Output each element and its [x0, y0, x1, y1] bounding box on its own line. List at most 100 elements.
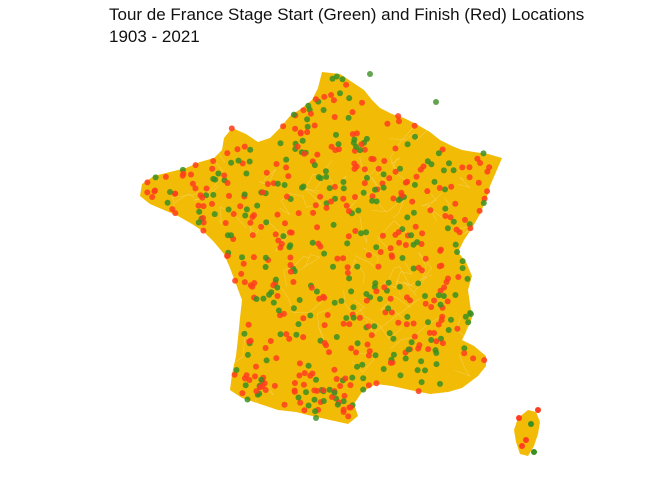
stage-finish-point — [439, 313, 446, 320]
department-border — [171, 247, 201, 260]
stage-start-point — [228, 232, 234, 239]
stage-start-point — [386, 330, 393, 337]
stage-finish-point — [312, 202, 319, 209]
stage-finish-point — [403, 321, 410, 328]
stage-start-point — [373, 244, 380, 251]
stage-start-point — [244, 351, 251, 358]
stage-start-point — [531, 449, 537, 455]
department-border — [200, 81, 231, 123]
stage-start-point — [405, 346, 412, 353]
stage-start-point — [335, 141, 342, 148]
stage-start-point — [404, 141, 411, 148]
stage-finish-point — [484, 168, 491, 175]
stage-start-point — [402, 355, 409, 362]
stage-start-point — [322, 168, 329, 175]
stage-finish-point — [297, 399, 304, 406]
department-border — [403, 276, 428, 296]
stage-finish-point — [428, 304, 435, 310]
stage-finish-point — [221, 172, 228, 179]
stage-finish-point — [462, 216, 468, 223]
stage-finish-point — [379, 232, 386, 239]
stage-start-point — [210, 175, 217, 182]
stage-finish-point — [341, 392, 348, 399]
stage-start-point — [363, 229, 370, 236]
stage-start-point — [345, 114, 352, 121]
stage-start-point — [364, 174, 370, 181]
stage-finish-point — [333, 376, 340, 382]
stage-finish-point — [353, 349, 359, 356]
stage-start-point — [372, 186, 378, 193]
stage-finish-point — [226, 192, 232, 199]
stage-finish-point — [366, 348, 373, 355]
stage-finish-point — [241, 375, 248, 382]
title-block: Tour de France Stage Start (Green) and F… — [109, 4, 584, 47]
stage-finish-point — [444, 298, 451, 305]
stage-start-point — [304, 116, 311, 123]
stage-finish-point — [222, 220, 229, 226]
stage-finish-point — [402, 242, 409, 248]
stage-finish-point — [422, 255, 429, 262]
stage-start-point — [404, 214, 411, 221]
stage-start-point — [353, 143, 359, 150]
stage-finish-point — [241, 143, 248, 150]
stage-start-point — [349, 374, 356, 381]
department-border — [182, 282, 210, 297]
stage-start-point — [437, 380, 443, 387]
stage-finish-point — [210, 158, 217, 164]
stage-start-point — [363, 135, 370, 142]
stage-start-point — [263, 219, 270, 226]
stage-finish-point — [433, 338, 440, 345]
stage-finish-point — [369, 193, 376, 200]
stage-start-point — [360, 189, 367, 196]
stage-finish-point — [283, 331, 290, 338]
stage-finish-point — [426, 329, 433, 336]
stage-start-point — [258, 376, 265, 383]
stage-start-point — [528, 421, 534, 427]
stage-start-point — [281, 182, 288, 188]
department-border — [223, 340, 236, 358]
stage-finish-point — [523, 437, 529, 443]
stage-finish-point — [285, 173, 292, 180]
stage-start-point — [422, 293, 428, 299]
stage-start-point — [358, 230, 365, 237]
stage-finish-point — [413, 173, 420, 180]
stage-start-point — [435, 292, 442, 299]
stage-start-point — [418, 358, 425, 365]
stage-start-point — [295, 394, 302, 401]
stage-finish-point — [347, 382, 354, 389]
stage-finish-point — [287, 254, 294, 261]
stage-finish-point — [250, 254, 257, 261]
stage-finish-point — [375, 165, 382, 172]
stage-start-point — [323, 173, 330, 180]
stage-finish-point — [396, 239, 403, 246]
stage-finish-point — [340, 255, 347, 262]
stage-finish-point — [425, 346, 432, 353]
stage-finish-point — [264, 181, 271, 187]
stage-finish-point — [321, 322, 328, 329]
stage-finish-point — [317, 243, 324, 250]
stage-finish-point — [415, 388, 422, 395]
stage-finish-point — [470, 355, 477, 362]
stage-finish-point — [282, 220, 288, 227]
stage-start-point — [380, 184, 387, 191]
stage-start-point — [450, 218, 457, 225]
stage-start-point — [307, 312, 314, 319]
stage-finish-point — [390, 195, 397, 202]
stage-finish-point — [328, 92, 335, 98]
stage-finish-point — [144, 189, 151, 196]
stage-finish-point — [420, 163, 427, 170]
stage-start-point — [243, 206, 250, 213]
stage-start-point — [442, 186, 448, 193]
stage-finish-point — [435, 321, 442, 328]
stage-finish-point — [477, 160, 484, 166]
stage-finish-point — [152, 187, 158, 194]
stage-start-point — [428, 161, 435, 168]
stage-finish-point — [344, 264, 351, 271]
stage-finish-point — [296, 372, 303, 379]
stage-finish-point — [189, 180, 196, 187]
stage-finish-point — [334, 255, 341, 262]
stage-start-point — [210, 191, 217, 198]
stage-finish-point — [144, 179, 151, 186]
stage-finish-point — [340, 195, 347, 202]
stage-finish-point — [358, 141, 365, 148]
